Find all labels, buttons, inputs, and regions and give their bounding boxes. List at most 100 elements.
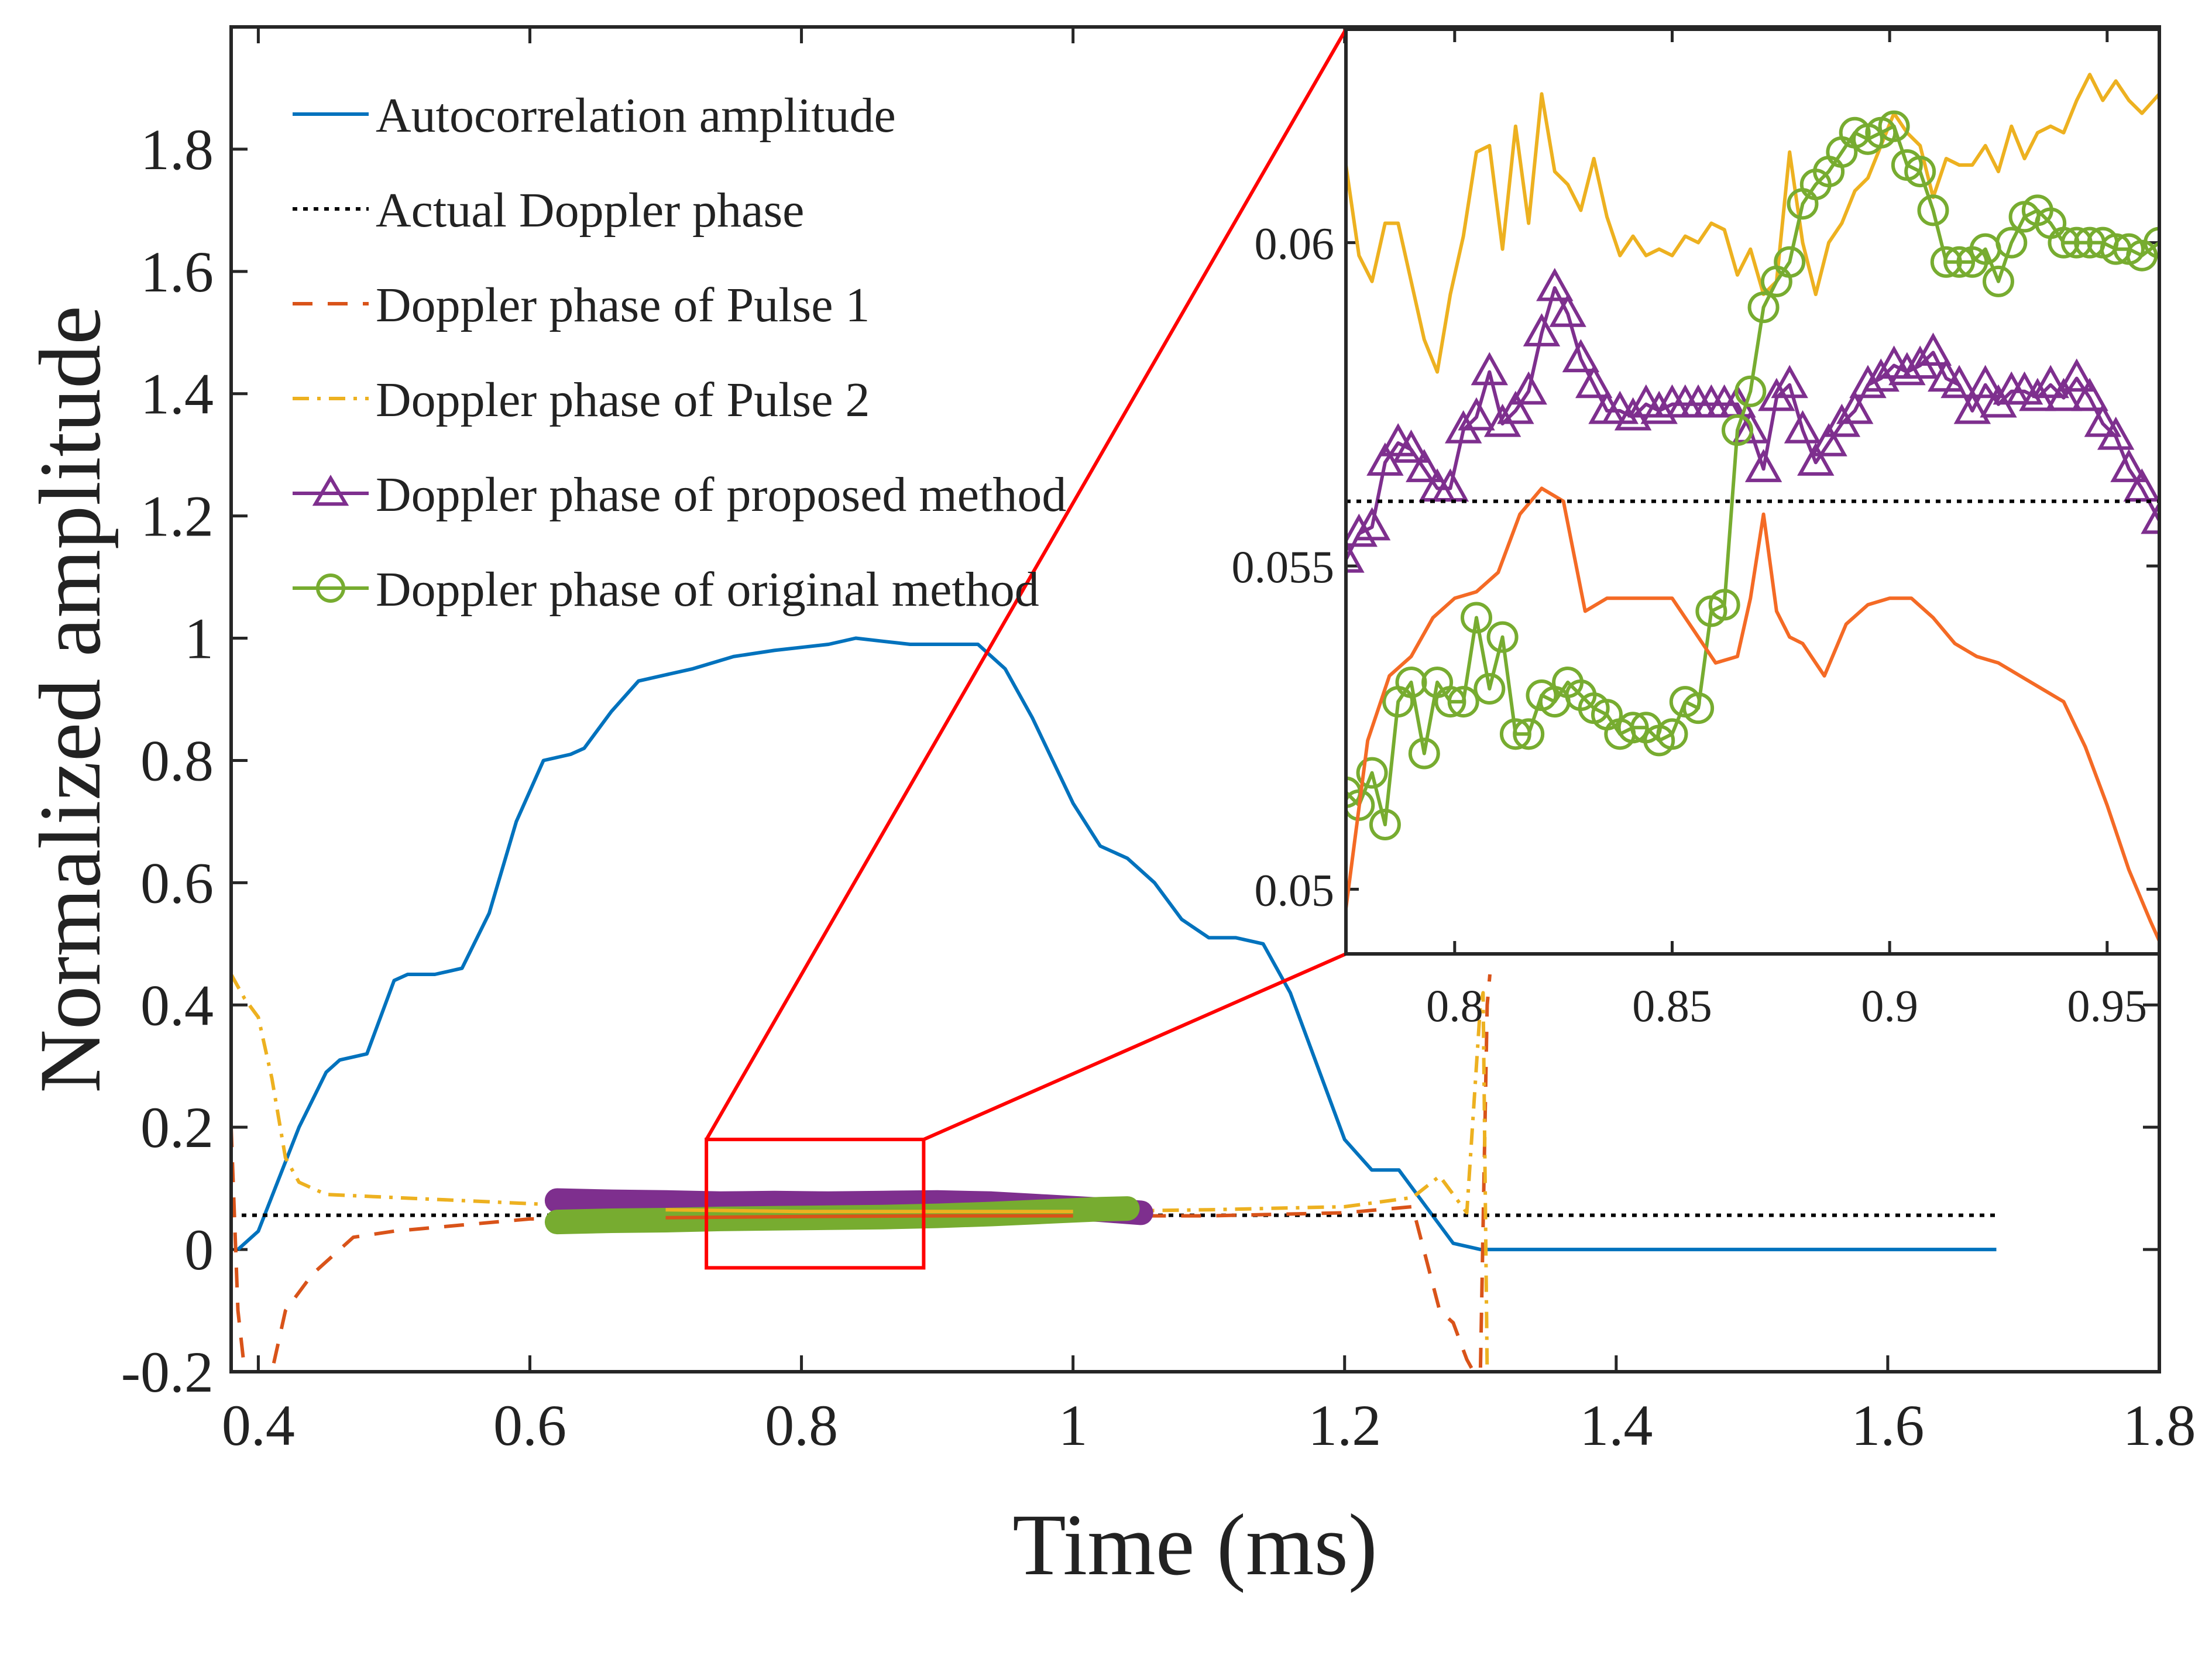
y-tick-label: 1.2 xyxy=(140,484,214,549)
inset-plot: 0.8 0.85 0.9 0.95 0.05 0.055 0.06 xyxy=(1232,28,2161,1031)
inset-marker-triangle xyxy=(1771,365,1808,399)
legend-marker-triangle xyxy=(312,475,349,506)
inset-y-tick-label: 0.06 xyxy=(1255,218,1335,269)
inset-y-tick-label: 0.055 xyxy=(1232,541,1335,592)
inset-marker-triangle xyxy=(2045,377,2083,411)
inset-marker-triangle xyxy=(1940,365,1978,399)
inset-marker-triangle xyxy=(1348,542,1365,573)
inset-marker-circle xyxy=(1369,809,1401,841)
inset-marker-triangle xyxy=(2084,403,2122,437)
x-tick-label: 1.8 xyxy=(2123,1393,2196,1458)
inset-marker-circle xyxy=(2048,226,2080,259)
inset-marker-circle xyxy=(1682,692,1715,724)
legend-label: Doppler phase of Pulse 1 xyxy=(376,278,870,332)
inset-marker-triangle xyxy=(1888,352,1926,386)
series-line-autocorrelation-amplitude xyxy=(236,636,1997,1252)
y-tick-label: -0.2 xyxy=(121,1340,214,1405)
inset-marker-circle xyxy=(1982,265,2014,297)
inset-marker-triangle xyxy=(2097,416,2135,450)
inset-marker-circle xyxy=(1408,737,1440,770)
inset-x-tick-label: 0.8 xyxy=(1426,980,1483,1031)
inset-marker-triangle xyxy=(1406,449,1443,482)
legend-item-autocorrelation-amplitude: Autocorrelation amplitude xyxy=(293,88,896,143)
inset-marker-triangle xyxy=(1471,352,1509,386)
inset-background xyxy=(1346,29,2159,954)
inset-marker-circle xyxy=(1747,291,1780,324)
x-tick-label: 0.6 xyxy=(493,1393,566,1458)
inset-marker-circle xyxy=(1995,226,2028,259)
y-tick-label: 1.6 xyxy=(140,239,214,304)
x-tick-label: 1.2 xyxy=(1308,1393,1381,1458)
inset-marker-triangle xyxy=(1536,267,1574,301)
inset-marker-triangle xyxy=(1431,468,1469,502)
y-tick-label: 0.8 xyxy=(140,728,214,793)
inset-marker-triangle xyxy=(1392,430,1430,463)
series-overlay-doppler-phase-of-pulse-1 xyxy=(665,1214,1073,1220)
inset-marker-triangle xyxy=(1497,390,1534,424)
inset-marker-circle xyxy=(1395,666,1427,698)
main-series-group xyxy=(231,636,1997,1372)
inset-marker-circle xyxy=(1721,414,1753,447)
inset-marker-triangle xyxy=(1784,410,1822,444)
inset-marker-triangle xyxy=(1810,423,1847,456)
y-tick-label: 1.8 xyxy=(140,117,214,182)
inset-x-tick-label: 0.85 xyxy=(1632,980,1712,1031)
inset-marker-triangle xyxy=(1849,365,1887,399)
inset-marker-circle xyxy=(1460,602,1492,634)
x-tick-label: 1.4 xyxy=(1579,1393,1653,1458)
legend: Autocorrelation amplitude Actual Doppler … xyxy=(293,88,1066,617)
inset-marker-triangle xyxy=(2123,468,2159,502)
x-tick-label: 0.8 xyxy=(765,1393,838,1458)
zoom-connectors xyxy=(705,28,1348,1141)
y-tick-label: 0.4 xyxy=(140,973,214,1038)
inset-marker-circle xyxy=(1708,589,1740,621)
y-tick-label: 1 xyxy=(184,606,214,671)
inset-x-tick-label: 0.9 xyxy=(1861,980,1918,1031)
inset-marker-triangle xyxy=(2141,502,2159,534)
inset-marker-triangle xyxy=(2071,377,2108,411)
inset-series-line-doppler-phase-of-pulse-1 xyxy=(1348,486,2159,942)
y-tick-label: 0.2 xyxy=(140,1095,214,1160)
inset-marker-triangle xyxy=(1966,365,2004,399)
inset-marker-triangle xyxy=(1744,449,1782,482)
y-tick-label: 0 xyxy=(184,1217,214,1282)
inset-marker-circle xyxy=(2060,226,2093,259)
legend-label: Autocorrelation amplitude xyxy=(376,88,896,143)
inset-marker-circle xyxy=(1356,757,1388,789)
legend-item-doppler-phase-of-pulse-2: Doppler phase of Pulse 2 xyxy=(293,373,870,427)
inset-axes-frame xyxy=(1344,28,2161,956)
legend-label: Doppler phase of original method xyxy=(376,562,1039,617)
x-tick-label: 0.4 xyxy=(222,1393,295,1458)
inset-marker-circle xyxy=(1513,718,1545,750)
inset-marker-circle xyxy=(1917,194,1949,226)
inset-marker-triangle xyxy=(1836,390,1874,424)
inset-x-tick-label: 0.95 xyxy=(2067,980,2148,1031)
inset-marker-triangle xyxy=(1366,442,1404,476)
legend-label: Doppler phase of proposed method xyxy=(376,468,1066,522)
inset-marker-triangle xyxy=(1732,410,1769,444)
y-tick-label: 0.6 xyxy=(140,850,214,915)
inset-marker-triangle xyxy=(1575,365,1613,399)
inset-marker-triangle xyxy=(1953,390,1991,424)
legend-label: Actual Doppler phase xyxy=(376,183,804,238)
legend-item-doppler-phase-of-proposed-method: Doppler phase of proposed method xyxy=(293,468,1066,522)
inset-marker-circle xyxy=(1878,110,1910,142)
inset-marker-circle xyxy=(1930,246,1962,278)
inset-marker-triangle xyxy=(1549,294,1586,327)
y-axis-title: Normalized amplitude xyxy=(22,305,119,1093)
inset-marker-triangle xyxy=(1353,507,1391,541)
series-overlay-doppler-phase-of-pulse-2 xyxy=(665,1208,1073,1214)
y-tick-label: 1.4 xyxy=(140,362,214,427)
inset-marker-circle xyxy=(1656,718,1688,750)
inset-marker-triangle xyxy=(1510,371,1547,405)
legend-item-doppler-phase-of-original-method: Doppler phase of original method xyxy=(293,562,1039,617)
legend-label: Doppler phase of Pulse 2 xyxy=(376,373,870,427)
inset-y-tick-label: 0.05 xyxy=(1255,865,1335,916)
inset-marker-triangle xyxy=(1562,339,1600,373)
inset-marker-circle xyxy=(1434,686,1466,718)
x-tick-label: 1.6 xyxy=(1851,1393,1924,1458)
inset-marker-triangle xyxy=(1458,397,1495,431)
inset-marker-circle xyxy=(1499,718,1531,750)
